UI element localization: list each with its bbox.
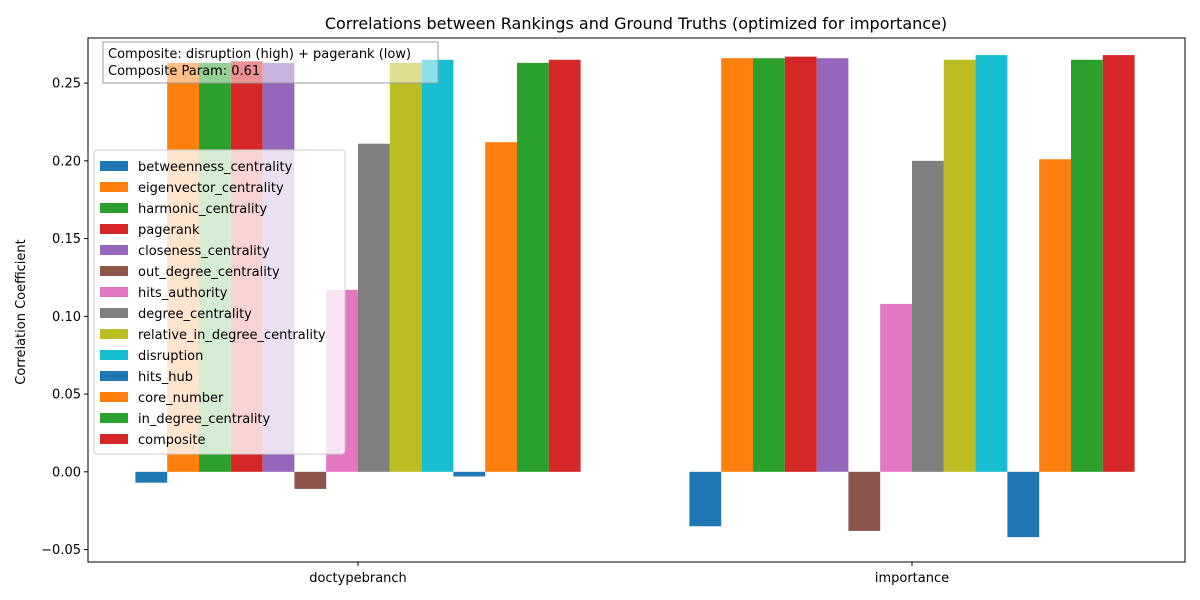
legend-label-eigenvector_centrality: eigenvector_centrality bbox=[138, 181, 284, 196]
bar-pagerank-importance bbox=[784, 56, 817, 472]
legend-swatch-betweenness_centrality bbox=[100, 161, 128, 171]
annotation-line-2: Composite Param: 0.61 bbox=[108, 64, 260, 79]
y-axis-label: Correlation Coefficient bbox=[14, 239, 29, 385]
bar-degree_centrality-doctypebranch bbox=[358, 143, 390, 472]
bar-harmonic_centrality-importance bbox=[753, 58, 785, 472]
legend-label-in_degree_centrality: in_degree_centrality bbox=[138, 412, 271, 427]
legend-swatch-core_number bbox=[100, 392, 128, 402]
legend-label-hits_authority: hits_authority bbox=[138, 286, 228, 301]
legend-swatch-degree_centrality bbox=[100, 308, 128, 318]
annotation-box bbox=[102, 41, 439, 84]
bar-core_number-importance bbox=[1039, 159, 1071, 472]
bar-betweenness_centrality-doctypebranch bbox=[135, 471, 168, 483]
bar-out_degree_centrality-doctypebranch bbox=[294, 471, 327, 489]
legend-swatch-composite bbox=[100, 434, 128, 444]
y-tick-label: 0.05 bbox=[52, 388, 81, 403]
y-tick-label: 0.15 bbox=[52, 232, 81, 247]
bar-composite-doctypebranch bbox=[548, 59, 581, 472]
legend-label-out_degree_centrality: out_degree_centrality bbox=[138, 265, 280, 280]
legend-label-composite: composite bbox=[138, 433, 205, 448]
bar-degree_centrality-importance bbox=[912, 160, 944, 472]
bar-closeness_centrality-importance bbox=[816, 58, 849, 472]
bar-core_number-doctypebranch bbox=[485, 142, 517, 472]
legend-swatch-closeness_centrality bbox=[100, 245, 128, 255]
legend-label-relative_in_degree_centrality: relative_in_degree_centrality bbox=[138, 328, 326, 343]
legend-box bbox=[93, 149, 346, 455]
bar-betweenness_centrality-importance bbox=[689, 471, 722, 527]
bar-hits_hub-importance bbox=[1007, 471, 1040, 538]
legend-swatch-hits_hub bbox=[100, 371, 128, 381]
legend-swatch-eigenvector_centrality bbox=[100, 182, 128, 192]
x-axis-ticks: doctypebranch importance bbox=[309, 562, 949, 586]
chart-title: Correlations between Rankings and Ground… bbox=[325, 14, 947, 33]
bar-hits_authority-importance bbox=[880, 303, 912, 472]
bar-composite-importance bbox=[1102, 55, 1135, 472]
y-tick-label: −0.05 bbox=[41, 543, 81, 558]
legend-swatch-pagerank bbox=[100, 224, 128, 234]
bar-out_degree_centrality-importance bbox=[848, 471, 881, 531]
x-tick-label: importance bbox=[875, 571, 949, 586]
bar-disruption-importance bbox=[975, 55, 1008, 472]
legend-swatch-out_degree_centrality bbox=[100, 266, 128, 276]
bar-in_degree_centrality-doctypebranch bbox=[517, 62, 549, 472]
composite-annotation: Composite: disruption (high) + pagerank … bbox=[102, 41, 439, 84]
legend: betweenness_centrality eigenvector_centra… bbox=[93, 149, 346, 455]
legend-swatch-harmonic_centrality bbox=[100, 203, 128, 213]
legend-label-pagerank: pagerank bbox=[138, 223, 200, 238]
legend-swatch-hits_authority bbox=[100, 287, 128, 297]
y-tick-label: 0.10 bbox=[52, 310, 81, 325]
legend-label-core_number: core_number bbox=[138, 391, 224, 406]
legend-label-closeness_centrality: closeness_centrality bbox=[138, 244, 270, 259]
y-tick-label: 0.20 bbox=[52, 154, 81, 169]
legend-swatch-in_degree_centrality bbox=[100, 413, 128, 423]
bar-relative_in_degree_centrality-importance bbox=[943, 59, 976, 472]
legend-swatch-disruption bbox=[100, 350, 128, 360]
y-axis-ticks: −0.05 0.00 0.05 0.10 0.15 0.20 0.25 bbox=[41, 77, 88, 558]
annotation-line-1: Composite: disruption (high) + pagerank … bbox=[108, 47, 411, 62]
plot-area-frame bbox=[87, 37, 1186, 563]
x-tick-label: doctypebranch bbox=[309, 571, 407, 586]
y-tick-label: 0.25 bbox=[52, 77, 81, 92]
y-tick-label: 0.00 bbox=[52, 465, 81, 480]
bar-disruption-doctypebranch bbox=[421, 59, 454, 472]
bar-eigenvector_centrality-importance bbox=[721, 58, 753, 472]
bar-hits_hub-doctypebranch bbox=[453, 471, 486, 477]
legend-label-harmonic_centrality: harmonic_centrality bbox=[138, 202, 268, 217]
legend-swatch-relative_in_degree_centrality bbox=[100, 329, 128, 339]
bar-relative_in_degree_centrality-doctypebranch bbox=[389, 62, 422, 472]
legend-label-betweenness_centrality: betweenness_centrality bbox=[138, 160, 293, 175]
legend-label-disruption: disruption bbox=[138, 349, 203, 364]
legend-label-degree_centrality: degree_centrality bbox=[138, 307, 252, 322]
bar-in_degree_centrality-importance bbox=[1071, 59, 1103, 472]
legend-label-hits_hub: hits_hub bbox=[138, 370, 193, 385]
